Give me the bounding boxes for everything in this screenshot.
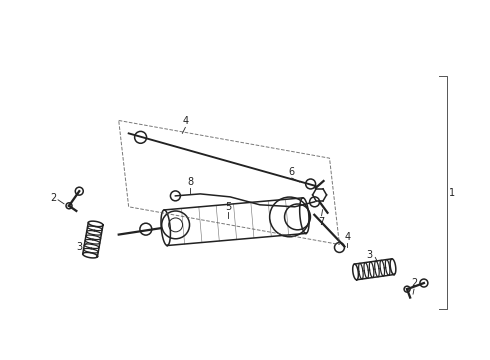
Text: 4: 4 [182,116,188,126]
Text: 6: 6 [289,167,295,177]
Text: 4: 4 [344,231,350,242]
Text: 5: 5 [225,202,231,212]
Text: 8: 8 [187,177,194,187]
Text: 3: 3 [366,251,372,260]
Text: 7: 7 [318,217,325,227]
Text: 3: 3 [76,243,82,252]
Text: 2: 2 [50,193,56,203]
Text: 1: 1 [449,188,455,198]
Text: 2: 2 [411,278,417,288]
